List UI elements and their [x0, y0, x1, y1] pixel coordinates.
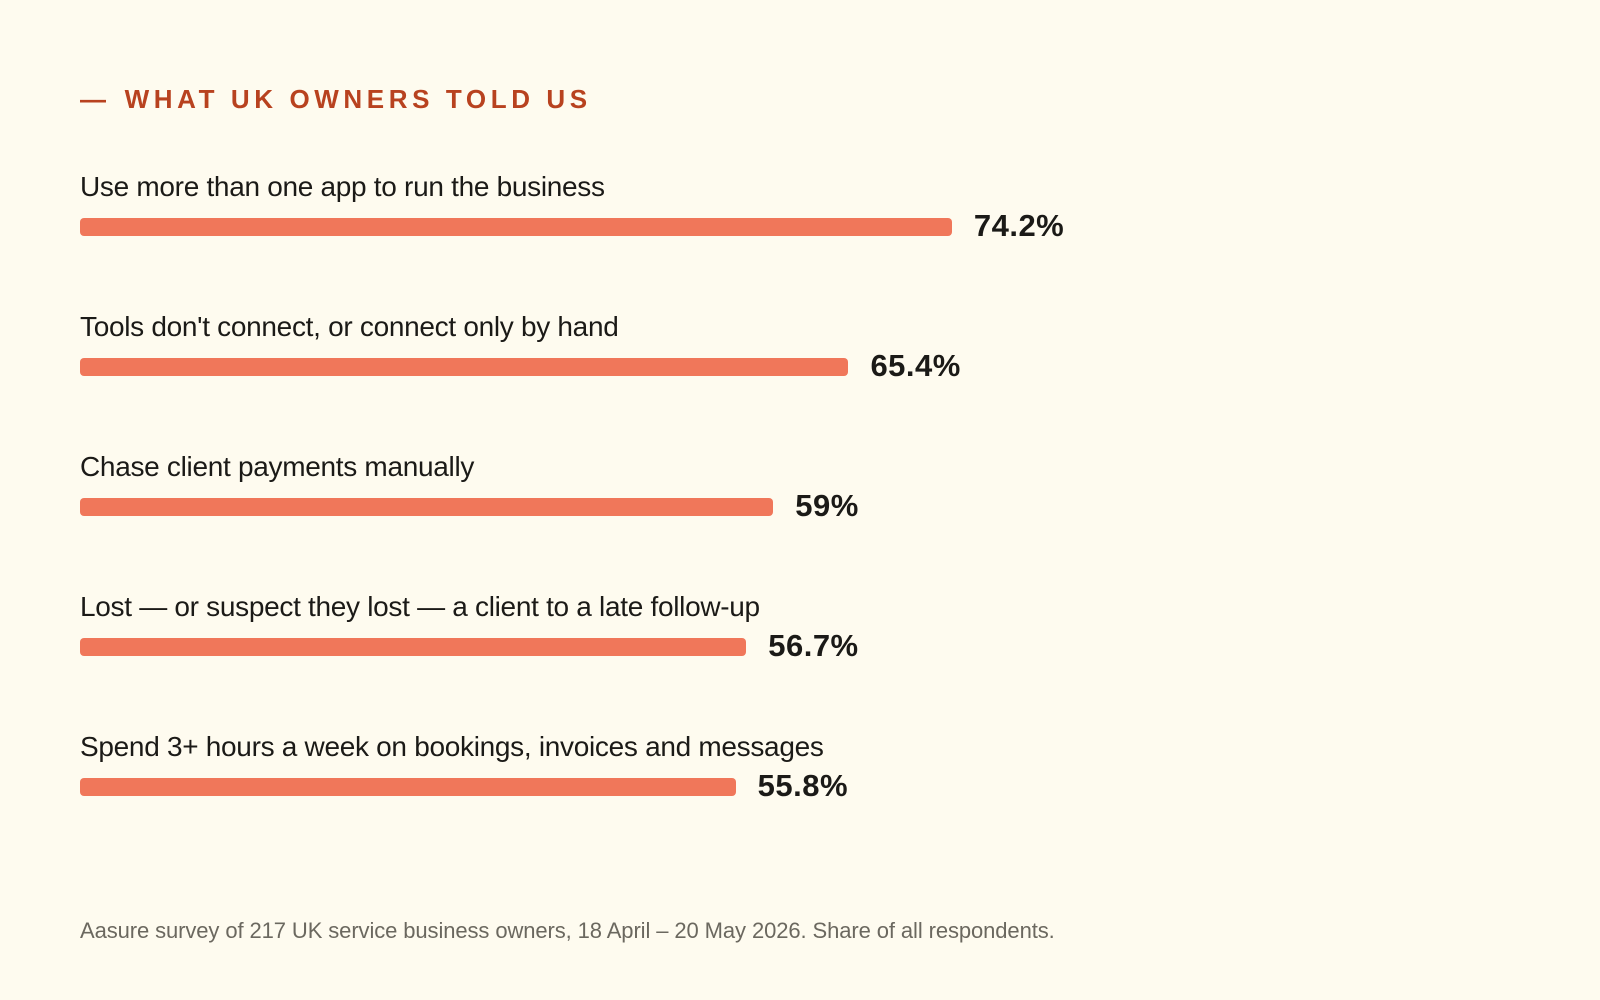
- bar: [80, 218, 952, 236]
- bar-value-label: 59%: [795, 488, 859, 523]
- section-eyebrow: — WHAT UK OWNERS TOLD US: [80, 84, 592, 115]
- bar-value-label: 56.7%: [768, 628, 859, 663]
- bar-row: Lost — or suspect they lost — a client t…: [80, 590, 1280, 670]
- bar: [80, 358, 849, 376]
- bar: [80, 778, 736, 796]
- bar-row: Tools don't connect, or connect only by …: [80, 310, 1280, 390]
- bar-chart: Use more than one app to run the busines…: [80, 0, 1280, 860]
- bar-row: Use more than one app to run the busines…: [80, 170, 1280, 250]
- bar-label: Lost — or suspect they lost — a client t…: [80, 591, 760, 622]
- bar-row: Spend 3+ hours a week on bookings, invoi…: [80, 730, 1280, 810]
- bar-row: Chase client payments manually 59%: [80, 450, 1280, 530]
- bar: [80, 498, 774, 516]
- bar-value-label: 74.2%: [973, 208, 1065, 243]
- bar-label: Tools don't connect, or connect only by …: [80, 311, 619, 342]
- bar: [80, 638, 747, 656]
- source-footnote: Aasure survey of 217 UK service business…: [80, 918, 1055, 943]
- bar-label: Spend 3+ hours a week on bookings, invoi…: [80, 731, 824, 762]
- bar-label: Chase client payments manually: [80, 451, 475, 482]
- eyebrow-dash: —: [80, 84, 111, 114]
- bar-value-label: 55.8%: [757, 768, 849, 803]
- bar-value-label: 65.4%: [870, 348, 961, 383]
- bar-label: Use more than one app to run the busines…: [80, 171, 605, 202]
- eyebrow-text: WHAT UK OWNERS TOLD US: [124, 84, 592, 114]
